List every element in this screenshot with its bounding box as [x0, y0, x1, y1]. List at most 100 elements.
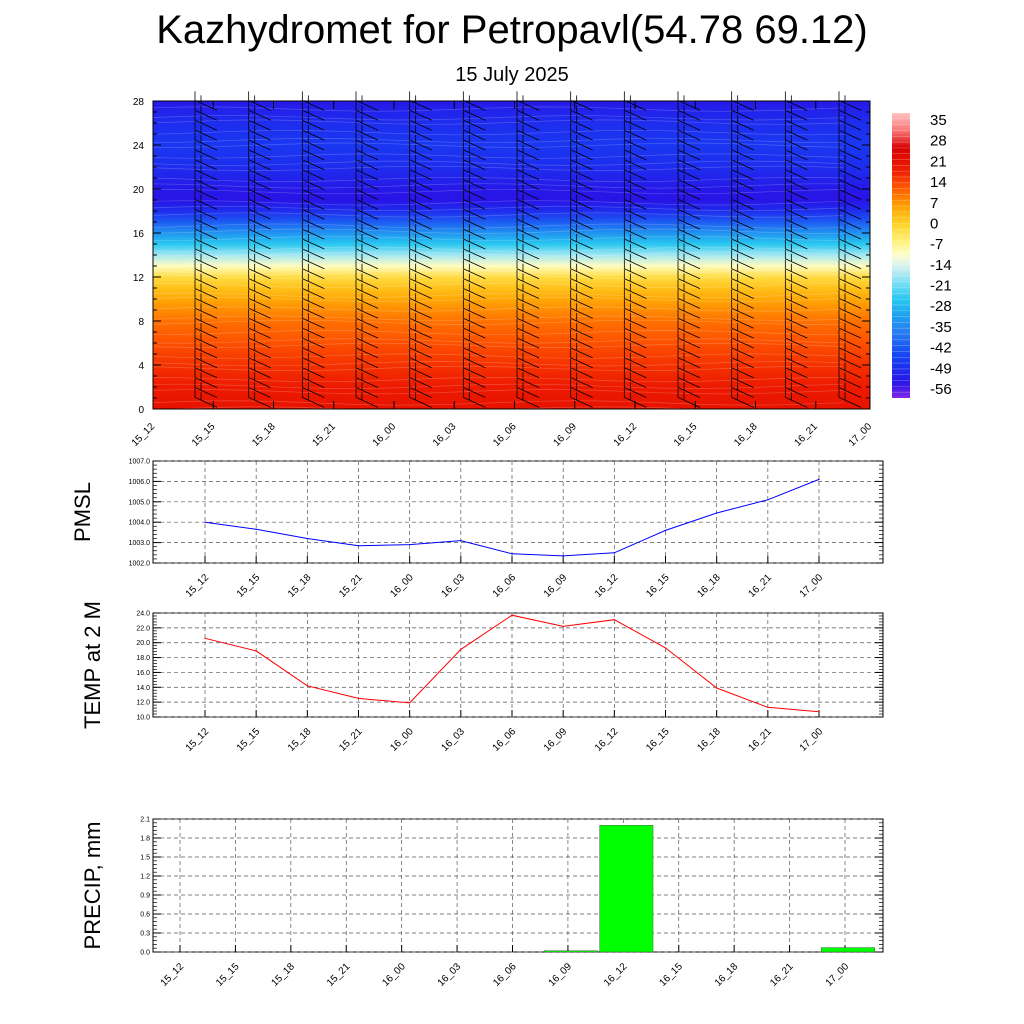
wind-barb	[677, 160, 701, 181]
wind-barb	[409, 160, 432, 181]
wind-barb-shaft	[624, 268, 647, 280]
wind-barb	[623, 170, 647, 190]
wind-barb	[677, 338, 701, 359]
wind-barb	[570, 131, 593, 151]
wind-barb-shaft	[785, 337, 808, 349]
wind-barb-shaft	[248, 109, 271, 121]
wind-barb-shaft	[248, 357, 271, 369]
wind-barb	[194, 150, 218, 171]
panel-frame	[152, 460, 884, 564]
wind-barb-shaft	[302, 347, 325, 359]
y-tick-label: 18.0	[136, 655, 150, 662]
wind-barb	[301, 338, 325, 359]
contour-line	[152, 406, 844, 412]
colorbar-label: 0	[930, 215, 938, 232]
wind-barb	[784, 210, 808, 230]
wind-barb-shaft	[677, 149, 701, 161]
wind-barb-shaft	[516, 258, 540, 270]
wind-barb-shaft	[785, 109, 808, 121]
contour-line	[152, 251, 844, 257]
wind-barb	[194, 348, 218, 369]
wind-barb-shaft	[838, 139, 862, 151]
wind-barb	[462, 309, 486, 329]
wind-barb	[516, 338, 540, 359]
x-tick-label: 16_06	[491, 421, 519, 449]
wind-barb	[194, 170, 218, 190]
x-tick-label: 16_03	[440, 572, 468, 600]
wind-barb	[731, 358, 754, 379]
wind-barb	[623, 249, 647, 270]
x-tick-label: 16_21	[768, 961, 796, 989]
wind-barb	[355, 91, 379, 111]
wind-barb	[248, 259, 271, 280]
wind-barb-shaft	[302, 387, 325, 398]
x-tick-label: 15_21	[337, 726, 365, 754]
contour-line	[152, 119, 844, 125]
wind-barb	[784, 121, 808, 141]
wind-barb-shaft	[194, 327, 218, 339]
wind-barb-shaft	[248, 377, 271, 388]
bar	[544, 950, 598, 953]
wind-barb-shaft	[570, 278, 593, 289]
wind-barb	[677, 319, 701, 339]
wind-barb	[462, 269, 486, 289]
data-point	[357, 697, 360, 700]
wind-barb	[570, 160, 593, 181]
wind-barb-shaft	[731, 139, 754, 151]
wind-barb-shaft	[838, 179, 862, 190]
wind-barb-shaft	[355, 278, 379, 289]
wind-barb	[462, 190, 486, 210]
wind-barb-shaft	[409, 119, 432, 131]
contour-line	[152, 106, 844, 112]
wind-barb-shaft	[516, 199, 540, 210]
wind-barb	[355, 111, 379, 131]
wind-barb	[355, 329, 379, 349]
wind-barb	[355, 299, 379, 319]
wind-barb-shaft	[677, 218, 701, 230]
wind-barb-shaft	[677, 357, 701, 369]
wind-barb	[194, 269, 218, 289]
data-point	[562, 555, 564, 557]
wind-barb	[301, 200, 325, 220]
wind-barb-shaft	[355, 307, 379, 319]
wind-barb-shaft	[624, 218, 647, 230]
wind-barb-shaft	[731, 119, 754, 131]
contour-line	[152, 338, 844, 344]
wind-barb-shaft	[570, 258, 593, 270]
wind-barb	[194, 319, 218, 339]
wind-barb	[248, 358, 271, 379]
wind-barb	[248, 150, 271, 171]
wind-barb	[623, 111, 647, 131]
wind-barb-shaft	[194, 298, 218, 309]
contour-line	[152, 274, 844, 280]
wind-barb-shaft	[355, 337, 379, 349]
wind-barb-shaft	[248, 288, 271, 299]
wind-barb-shaft	[409, 317, 432, 329]
wind-barb-shaft	[194, 169, 218, 181]
x-tick-label: 15_18	[286, 572, 314, 600]
wind-barb-shaft	[302, 139, 325, 151]
wind-barb	[301, 160, 325, 181]
wind-barb-shaft	[248, 387, 271, 398]
y-tick-label: 28	[133, 97, 145, 108]
wind-barb-shaft	[463, 397, 486, 408]
x-tick-label: 15_12	[184, 572, 212, 600]
wind-barb-shaft	[516, 238, 540, 250]
wind-barb-shaft	[516, 248, 540, 260]
wind-barb	[248, 239, 271, 260]
wind-barb-shaft	[624, 307, 647, 319]
wind-barb-shaft	[516, 218, 540, 230]
contour-line	[152, 259, 844, 265]
wind-barb	[409, 378, 432, 398]
wind-barb	[838, 220, 862, 240]
wind-barb-shaft	[570, 238, 593, 250]
wind-barb-shaft	[194, 377, 218, 388]
colorbar-label: -35	[930, 319, 952, 336]
wind-barb-shaft	[785, 228, 808, 240]
wind-barb	[355, 309, 379, 329]
wind-barb-shaft	[838, 129, 862, 141]
wind-barb	[677, 91, 701, 111]
wind-barb-shaft	[302, 258, 325, 270]
wind-barb-shaft	[677, 278, 701, 289]
wind-barb-shaft	[355, 347, 379, 359]
